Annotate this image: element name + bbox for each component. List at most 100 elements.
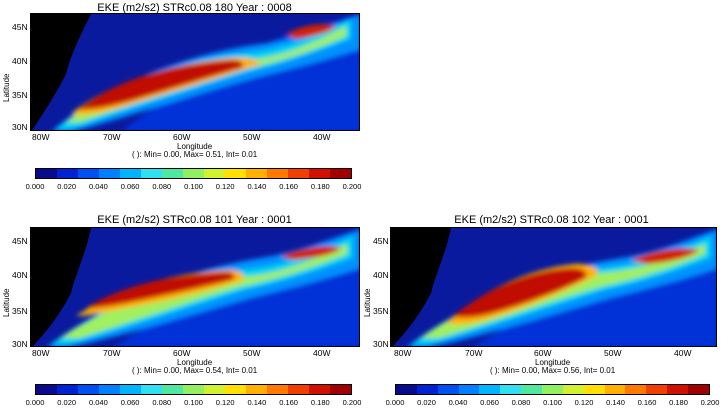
colorbar-swatch [479, 385, 501, 394]
colorbar-tick-label: 0.180 [669, 398, 688, 407]
colorbar-swatch [99, 385, 120, 394]
colorbar-swatch [183, 169, 204, 178]
colorbar-tick-label: 0.020 [417, 398, 436, 407]
colorbar-swatch [36, 169, 57, 178]
lon-tick: 80W [32, 132, 50, 142]
colorbar-tick-label: 0.200 [342, 182, 362, 191]
colorbar-tick-label: 0.140 [606, 398, 625, 407]
colorbar-swatch [267, 385, 288, 394]
colorbar-swatch [330, 385, 351, 394]
colorbar-tick-label: 0.040 [448, 398, 468, 407]
lat-tick: 30N [12, 122, 28, 132]
heatmap [30, 227, 360, 347]
lon-tick: 70W [103, 132, 121, 142]
lat-tick: 30N [373, 339, 389, 349]
colorbar-swatch [246, 169, 267, 178]
colorbar-swatch [604, 385, 626, 394]
lon-tick: 70W [103, 348, 121, 358]
panel-3: EKE (m2/s2) STRc0.08 102 Year : 0001 45N… [362, 211, 721, 411]
colorbar-swatch [330, 169, 351, 178]
colorbar-tick-label: 0.060 [120, 182, 140, 191]
colorbar-tick-label: 0.000 [385, 398, 405, 407]
colorbar-tick-label: 0.040 [89, 398, 108, 407]
colorbar-tick-label: 0.120 [574, 398, 594, 407]
lat-tick: 35N [373, 306, 389, 316]
colorbar [35, 384, 352, 395]
colorbar-tick-label: 0.060 [120, 398, 140, 407]
y-axis-label: Latitude [2, 73, 11, 102]
colorbar-swatch [78, 385, 99, 394]
colorbar-tick-label: 0.200 [342, 398, 362, 407]
colorbar-swatch [688, 385, 709, 394]
chart-title: EKE (m2/s2) STRc0.08 101 Year : 0001 [97, 214, 292, 226]
lon-tick: 40W [674, 348, 692, 358]
colorbar-swatch [500, 385, 522, 394]
colorbar-tick-label: 0.160 [279, 182, 298, 191]
chart-title: EKE (m2/s2) STRc0.08 180 Year : 0008 [97, 2, 292, 14]
colorbar-swatch [204, 385, 225, 394]
heatmap [390, 227, 717, 347]
stats-line: ( ): Min= 0.00, Max= 0.51, Int= 0.01 [132, 150, 258, 159]
colorbar-swatch [246, 385, 267, 394]
colorbar-swatch [141, 169, 162, 178]
colorbar-swatch [57, 385, 78, 394]
colorbar-tick-label: 0.020 [57, 182, 77, 191]
colorbar-swatch [183, 385, 204, 394]
colorbar-tick-label: 0.200 [700, 398, 720, 407]
colorbar-swatch [396, 385, 417, 394]
lon-tick: 50W [604, 348, 622, 358]
lon-tick: 50W [243, 348, 261, 358]
colorbar-swatch [267, 169, 288, 178]
colorbar-tick-label: 0.000 [25, 398, 45, 407]
lat-tick: 45N [12, 236, 28, 246]
lat-tick: 45N [373, 236, 389, 246]
lat-tick: 40N [12, 270, 28, 280]
colorbar-swatch [309, 169, 330, 178]
colorbar-tick-label: 0.160 [637, 398, 657, 407]
colorbar-swatch [225, 385, 246, 394]
colorbar-tick-label: 0.120 [215, 398, 235, 407]
colorbar-tick-label: 0.080 [511, 398, 531, 407]
colorbar-tick-label: 0.120 [215, 182, 235, 191]
lon-tick: 60W [173, 348, 191, 358]
x-axis-label: Longitude [177, 142, 213, 151]
colorbar-swatch [288, 385, 309, 394]
colorbar-tick-label: 0.000 [25, 182, 45, 191]
colorbar-tick-label: 0.040 [89, 182, 108, 191]
colorbar-swatch [309, 385, 330, 394]
colorbar-swatch [562, 385, 584, 394]
lat-tick: 35N [12, 306, 28, 316]
lat-tick: 30N [12, 339, 28, 349]
colorbar-swatch [458, 385, 480, 394]
colorbar [35, 168, 352, 179]
colorbar [395, 384, 710, 395]
colorbar-tick-label: 0.180 [310, 182, 330, 191]
lat-tick: 40N [12, 56, 28, 66]
lat-tick: 45N [12, 22, 28, 32]
heatmap [30, 13, 360, 131]
colorbar-swatch [416, 385, 438, 394]
stats-line: ( ): Min= 0.00, Max= 0.54, Int= 0.01 [132, 366, 258, 375]
colorbar-swatch [521, 385, 543, 394]
colorbar-tick-label: 0.020 [57, 398, 77, 407]
colorbar-swatch [99, 169, 120, 178]
lon-tick: 70W [465, 348, 483, 358]
lon-tick: 60W [173, 132, 191, 142]
colorbar-swatch [57, 169, 78, 178]
colorbar-swatch [583, 385, 605, 394]
colorbar-swatch [437, 385, 459, 394]
colorbar-swatch [78, 169, 99, 178]
colorbar-swatch [162, 385, 183, 394]
colorbar-swatch [162, 169, 183, 178]
colorbar-tick-label: 0.140 [247, 398, 267, 407]
colorbar-tick-label: 0.080 [152, 398, 172, 407]
colorbar-tick-label: 0.100 [543, 398, 562, 407]
colorbar-tick-label: 0.180 [310, 398, 330, 407]
lat-tick: 40N [373, 270, 389, 280]
lon-tick: 50W [243, 132, 261, 142]
lon-tick: 40W [313, 348, 331, 358]
stats-line: ( ): Min= 0.00, Max= 0.56, Int= 0.01 [490, 366, 616, 375]
colorbar-swatch [141, 385, 162, 394]
x-axis-label: Longitude [535, 358, 571, 367]
colorbar-swatch [667, 385, 689, 394]
